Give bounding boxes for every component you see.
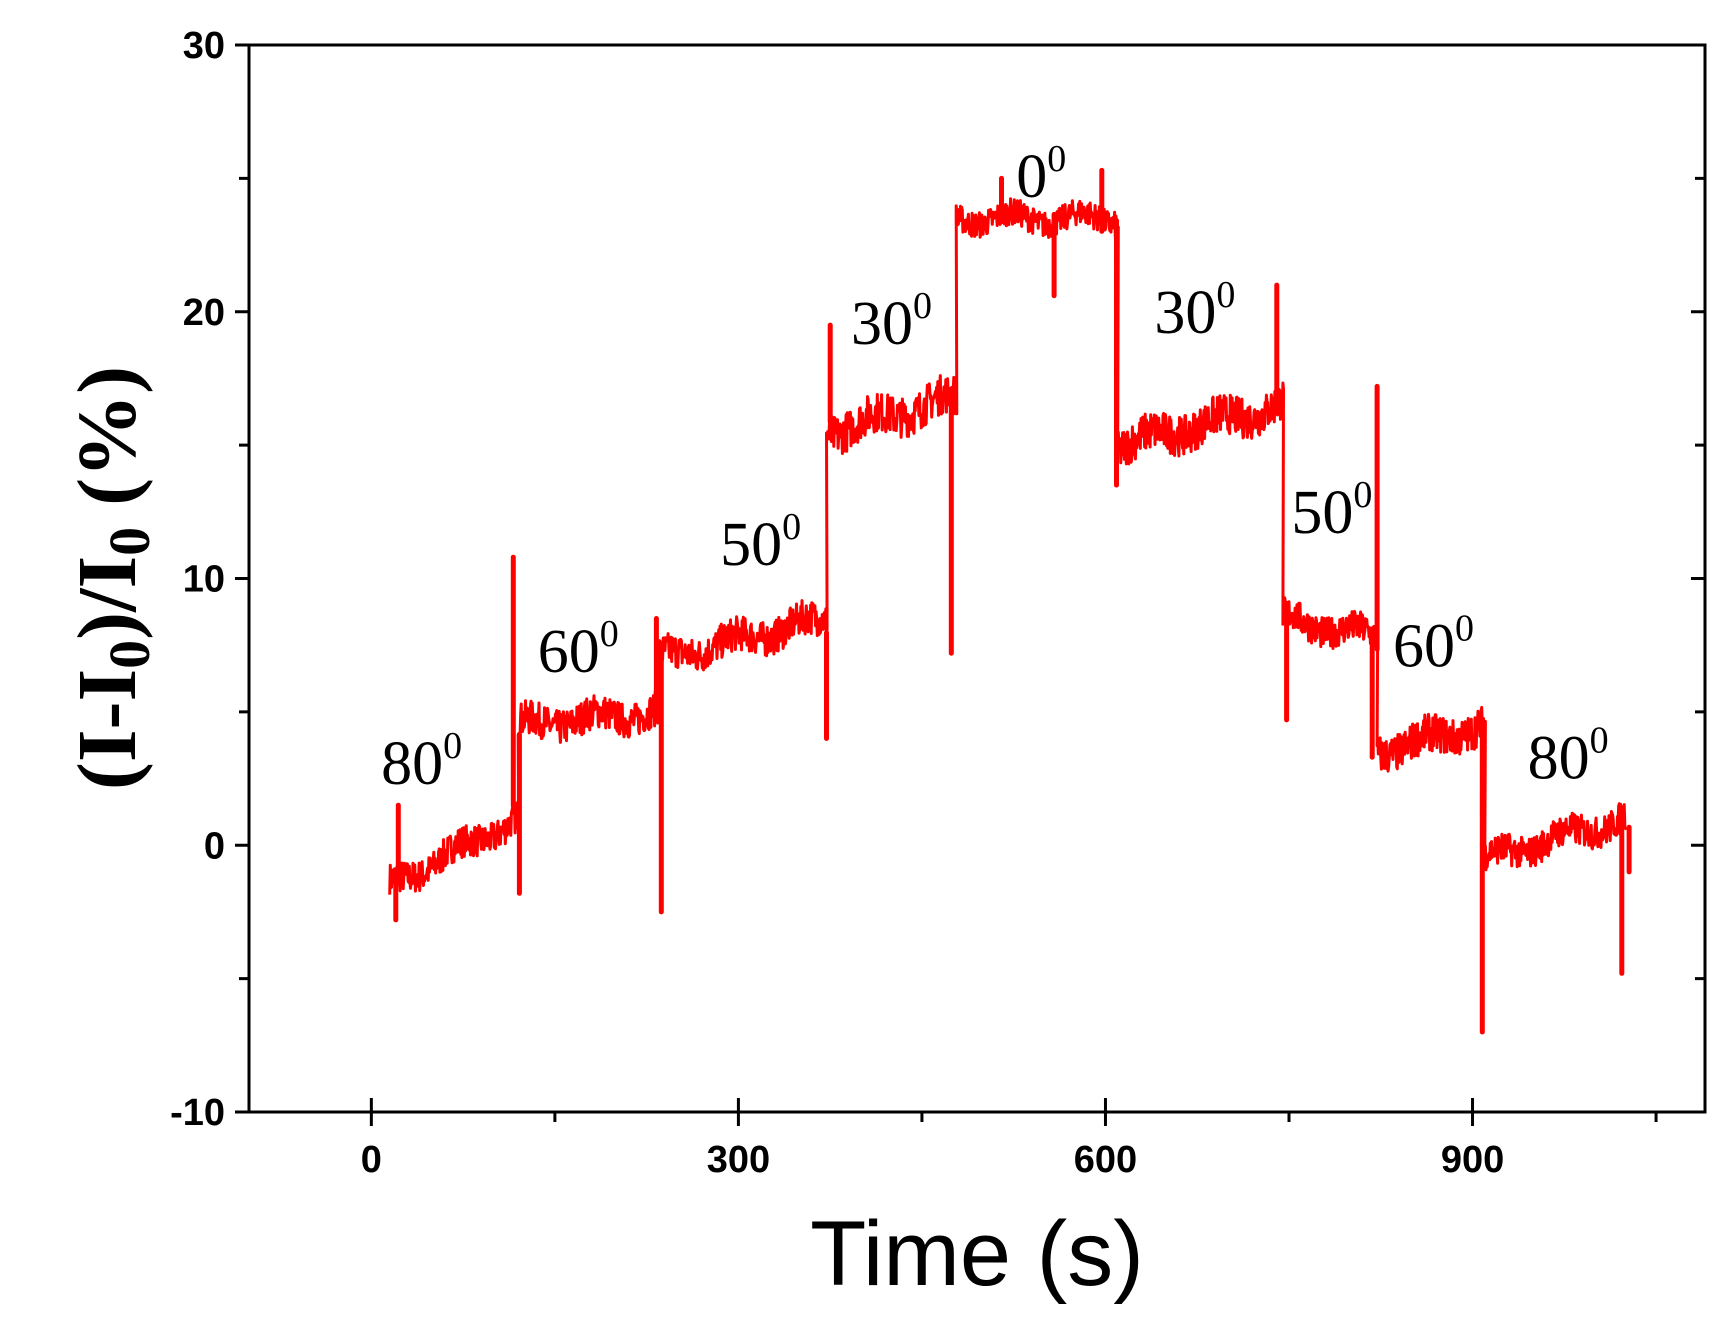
y-axis-title-mid: )/I [61,556,154,640]
angle-annotation-degree: 0 [913,285,932,327]
data-layer [388,167,1632,1035]
y-tick-label: -10 [170,1092,225,1134]
angle-annotation: 800 [1528,720,1609,793]
angle-annotation-value: 60 [1393,613,1455,681]
angle-annotation-value: 80 [1528,725,1590,793]
y-tick-label: 20 [183,292,225,334]
y-axis-title-end: (%) [61,366,154,527]
angle-annotation: 00 [1016,138,1066,211]
angle-annotation-degree: 0 [1047,138,1066,180]
angle-annotation: 500 [720,506,801,579]
y-tick-label: 0 [204,825,225,867]
angle-annotation: 800 [381,725,462,798]
angle-annotation-degree: 0 [782,506,801,548]
x-tick-label: 0 [361,1139,382,1181]
angle-annotation-degree: 0 [443,725,462,767]
angle-annotation: 300 [851,285,932,358]
x-tick-label: 900 [1441,1139,1504,1181]
angle-annotation-degree: 0 [600,613,619,655]
y-axis-title-sub2: 0 [97,527,162,556]
angle-annotation: 500 [1291,474,1372,547]
angle-annotation-degree: 0 [1455,608,1474,650]
angle-annotation-value: 60 [538,618,600,686]
x-tick-label: 300 [707,1139,770,1181]
angle-annotation-value: 30 [1154,279,1216,347]
angle-annotation: 600 [538,613,619,686]
angle-annotation-value: 80 [381,730,443,798]
y-tick-label: 30 [183,25,225,67]
angle-annotation-value: 0 [1016,143,1047,211]
angle-annotation-value: 50 [720,511,782,579]
angle-annotation-value: 50 [1291,479,1353,547]
y-axis-title: (I-I0)/I0 (%) [61,366,162,790]
angle-annotation-value: 30 [851,290,913,358]
y-axis-title-sub: 0 [97,640,162,669]
series-trace [388,197,1628,895]
angle-annotation: 300 [1154,274,1235,347]
x-axis-title: Time (s) [810,1203,1144,1305]
angle-annotation-degree: 0 [1353,474,1372,516]
y-tick-label: 10 [183,559,225,601]
y-axis-title-main: (I-I [61,669,154,790]
angle-annotation-degree: 0 [1590,720,1609,762]
angle-annotation-degree: 0 [1216,274,1235,316]
angle-annotation: 600 [1393,608,1474,681]
x-tick-label: 600 [1074,1139,1137,1181]
